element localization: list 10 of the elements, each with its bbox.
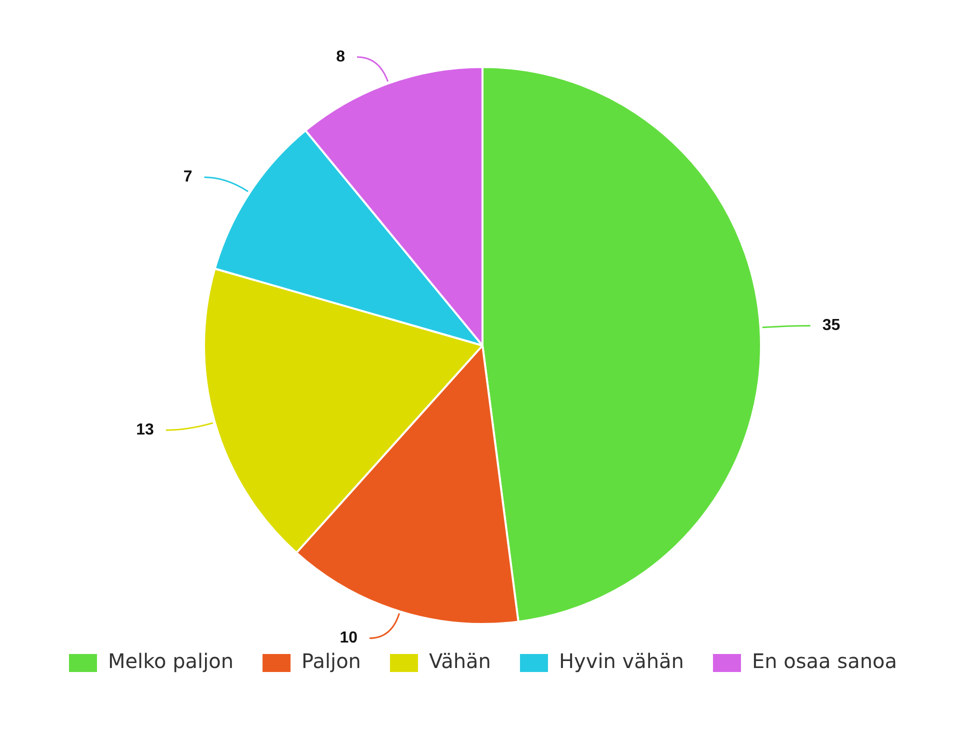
data-label: 13 [136, 422, 154, 439]
legend-label: Paljon [302, 649, 361, 674]
legend-label: Melko paljon [108, 649, 234, 674]
data-label: 35 [822, 317, 840, 334]
legend-label: En osaa sanoa [752, 649, 898, 674]
data-label: 10 [340, 630, 358, 647]
data-label: 8 [336, 48, 346, 66]
legend-label: Vähän [428, 649, 491, 674]
legend-label: Hyvin vähän [558, 649, 684, 674]
data-label: 7 [183, 168, 192, 186]
